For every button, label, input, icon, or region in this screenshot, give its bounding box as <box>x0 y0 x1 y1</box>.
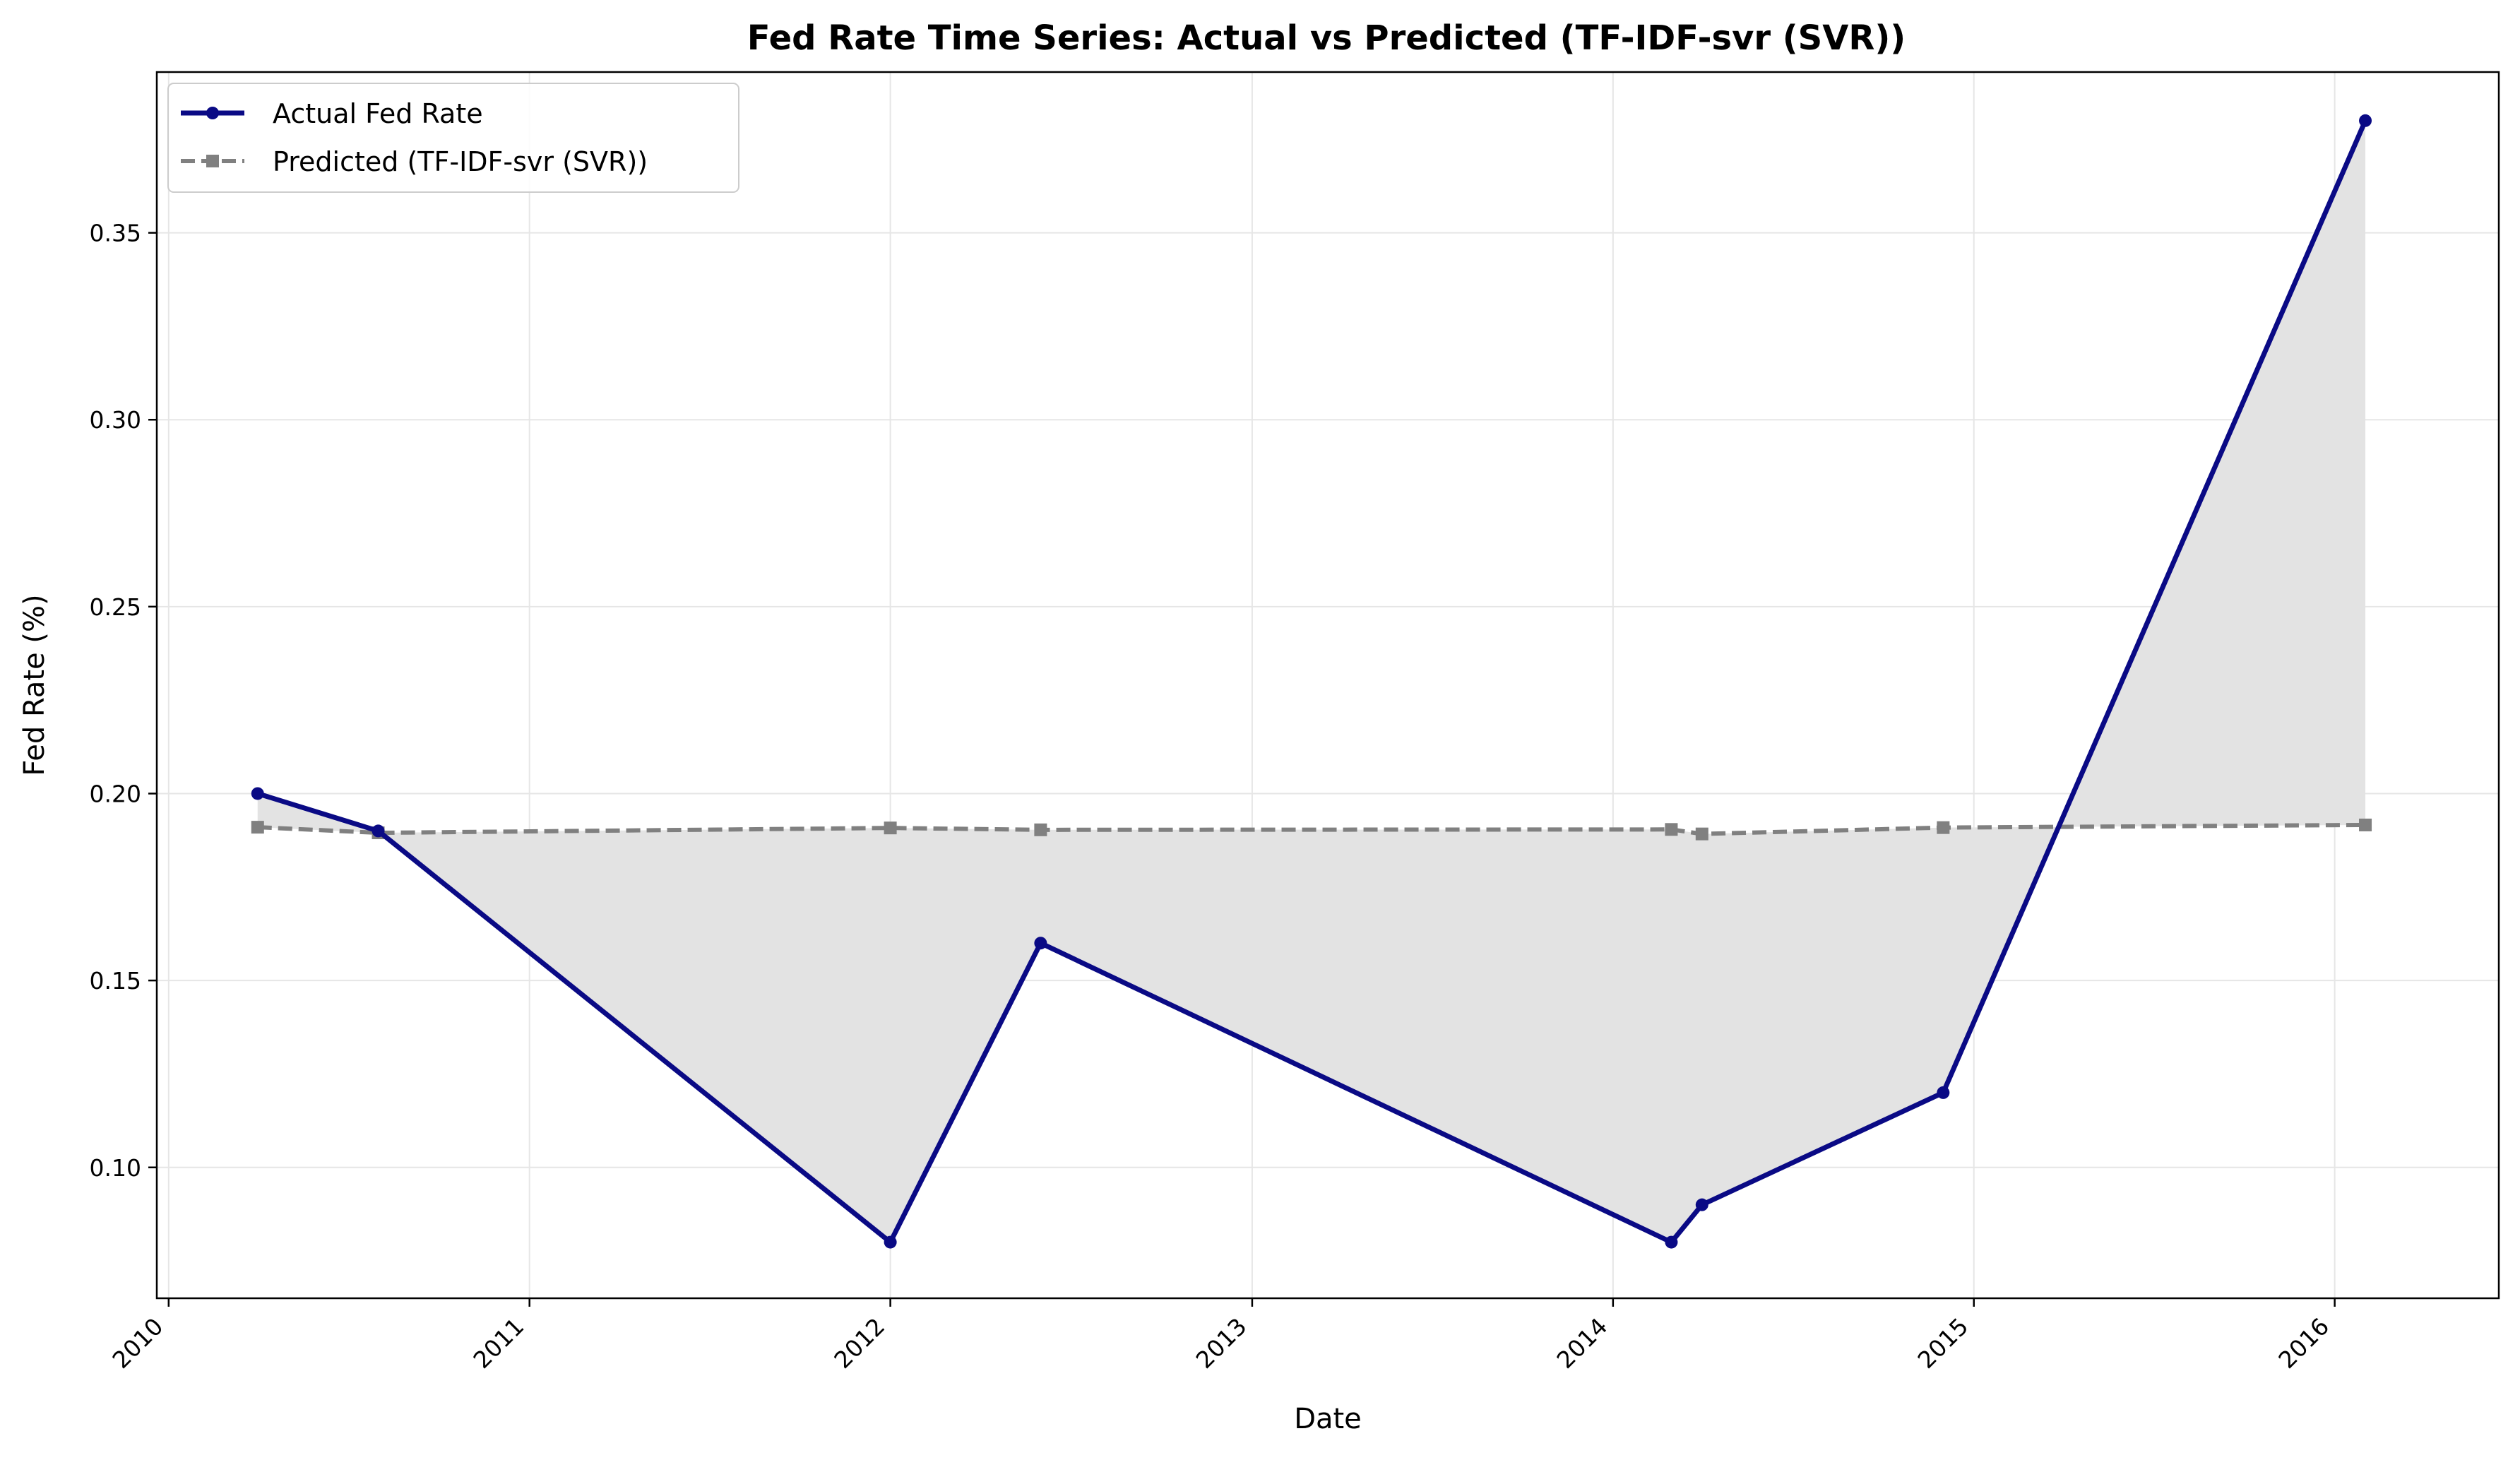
predicted-point <box>251 821 264 834</box>
actual-point <box>2359 114 2372 127</box>
y-tick-label: 0.25 <box>90 593 141 621</box>
y-tick-label: 0.10 <box>90 1154 141 1182</box>
actual-point <box>1034 937 1047 950</box>
x-axis-label: Date <box>1294 1403 1362 1435</box>
predicted-point <box>1665 823 1678 836</box>
predicted-point <box>884 821 897 835</box>
legend: Actual Fed Rate Predicted (TF-IDF-svr (S… <box>167 83 739 193</box>
y-tick-label: 0.20 <box>90 780 141 807</box>
y-tick-label: 0.30 <box>90 406 141 434</box>
actual-point <box>251 787 264 800</box>
legend-label-actual: Actual Fed Rate <box>273 98 483 129</box>
chart-title: Fed Rate Time Series: Actual vs Predicte… <box>747 18 1906 58</box>
legend-marker-actual <box>206 107 219 119</box>
predicted-point <box>1034 823 1047 836</box>
actual-point <box>372 824 385 838</box>
predicted-series-line <box>257 822 2366 836</box>
actual-point <box>884 1235 897 1249</box>
series-layer <box>251 114 2372 1249</box>
predicted-point <box>1937 821 1950 834</box>
legend-marker-predicted <box>206 155 219 167</box>
y-tick-label: 0.35 <box>90 220 141 247</box>
actual-point <box>1937 1086 1950 1099</box>
fill-between-area <box>257 120 2366 1242</box>
fill-layer <box>257 120 2366 1242</box>
y-tick-label: 0.15 <box>90 967 141 995</box>
actual-series-line <box>256 119 2368 1245</box>
predicted-point <box>1695 827 1708 841</box>
legend-label-predicted: Predicted (TF-IDF-svr (SVR)) <box>273 146 648 177</box>
plot-frame <box>155 71 2500 1300</box>
actual-point <box>1665 1235 1678 1249</box>
predicted-point <box>2359 818 2372 831</box>
legend-box <box>167 83 739 193</box>
y-axis-label: Fed Rate (%) <box>18 594 51 776</box>
actual-point <box>1695 1198 1708 1211</box>
